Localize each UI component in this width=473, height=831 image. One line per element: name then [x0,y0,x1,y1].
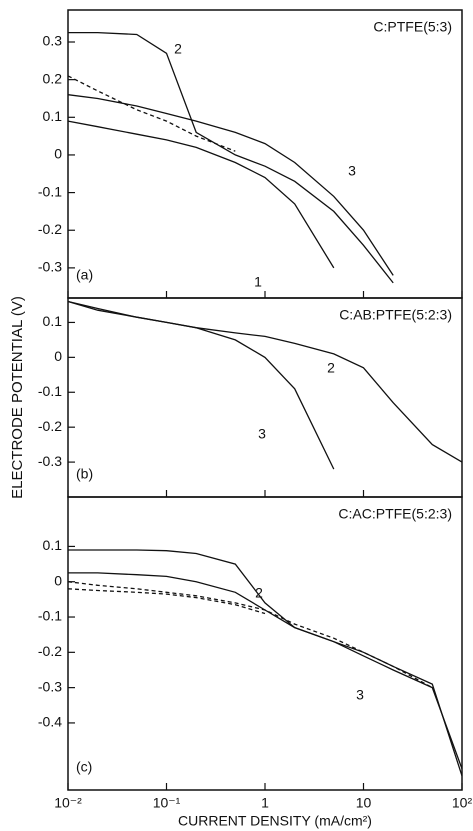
x-tick-label: 10⁻¹ [153,795,181,811]
panel-title: C:PTFE(5:3) [373,19,452,35]
curve-label: 3 [258,426,266,442]
curve-label: 2 [174,41,182,57]
y-tick-label: -0.3 [38,259,62,275]
x-tick-label: 10 [356,795,372,811]
curve-label: 3 [348,163,356,179]
panel-label: (c) [76,759,92,775]
y-tick-label: 0.1 [43,537,63,553]
curve [68,31,394,284]
y-tick-label: -0.3 [38,453,62,469]
panel-label: (b) [76,466,93,482]
y-tick-label: -0.1 [38,608,62,624]
y-tick-label: 0 [54,146,62,162]
curve-label: 1 [254,274,262,290]
plot-frame [67,496,463,791]
panel-title: C:AB:PTFE(5:2:3) [339,307,452,323]
curve [67,75,236,152]
x-tick-label: 10² [452,795,473,811]
y-tick-label: 0 [54,572,62,588]
x-axis-title: CURRENT DENSITY (mA/cm²) [178,813,372,829]
curve [67,94,394,276]
x-tick-label: 1 [261,795,269,811]
y-tick-label: 0.2 [43,70,63,86]
y-tick-label: -0.3 [38,678,62,694]
y-tick-label: -0.1 [38,383,62,399]
plot-frame [67,9,463,299]
curve [68,549,463,777]
curve-label: 2 [255,585,263,601]
curve-label: 3 [356,687,364,703]
y-tick-label: -0.2 [38,418,62,434]
y-axis-title: ELECTRODE POTENTIAL (V) [9,296,26,499]
y-tick-label: -0.1 [38,183,62,199]
y-tick-label: 0.3 [43,33,63,49]
y-tick-label: -0.2 [38,643,62,659]
x-tick-label: 10⁻² [54,795,82,811]
y-tick-label: -0.2 [38,221,62,237]
panel-label: (a) [76,267,93,283]
panel-title: C:AC:PTFE(5:2:3) [338,506,452,522]
y-tick-label: 0.1 [43,313,63,329]
curve-label: 2 [327,360,335,376]
y-tick-label: 0 [54,348,62,364]
y-tick-label: -0.4 [38,714,62,730]
y-tick-label: 0.1 [43,108,63,124]
curve [67,588,266,615]
curve [67,120,335,269]
plot-frame [67,297,463,498]
curve [67,581,433,689]
curve [67,300,335,470]
